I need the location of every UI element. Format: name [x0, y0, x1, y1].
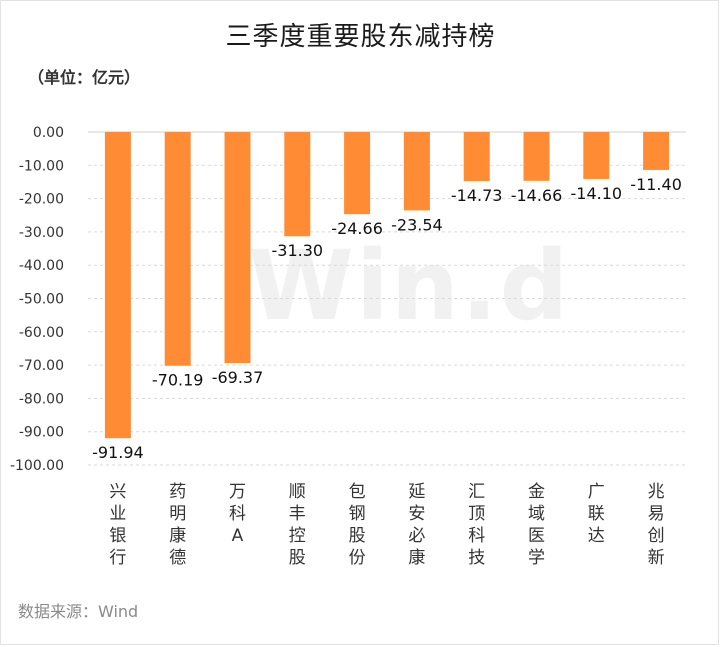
- bar: [523, 132, 550, 181]
- category-label-char: 安: [408, 504, 425, 524]
- y-tick-label: -70.00: [19, 358, 64, 374]
- bar-value-label: -31.30: [272, 241, 324, 260]
- category-label-char: 康: [169, 526, 186, 546]
- y-tick-label: 0.00: [33, 125, 64, 141]
- category-label-char: 兴: [109, 482, 126, 502]
- category-label-char: 顺: [289, 482, 306, 502]
- category-label-char: 新: [648, 548, 665, 568]
- bar: [164, 132, 191, 366]
- bar-value-labels: -91.94 -70.19 -69.37 -31.30 -24.66 -23.54 -14.…: [92, 175, 682, 462]
- category-label-char: 行: [109, 548, 126, 568]
- category-label-char: 联: [588, 504, 605, 524]
- y-tick-label: -100.00: [10, 458, 64, 474]
- bar-value-label: -69.37: [212, 368, 264, 387]
- chart-title: 三季度重要股东减持榜: [225, 22, 496, 52]
- category-label-char: 医: [528, 526, 545, 546]
- bar: [224, 132, 251, 364]
- category-label-char: 易: [648, 504, 665, 524]
- category-label: 广联达: [588, 482, 605, 546]
- category-label-char: 银: [109, 526, 126, 546]
- category-label-char: 业: [109, 504, 126, 524]
- bar-value-label: -70.19: [152, 371, 204, 390]
- bar: [583, 132, 610, 179]
- category-label-char: 兆: [648, 482, 665, 502]
- y-tick-label: -50.00: [19, 292, 64, 308]
- category-label: 万科A: [229, 482, 246, 546]
- category-label-char: 延: [408, 482, 425, 502]
- watermark: Win.d: [248, 230, 571, 342]
- bar: [463, 132, 490, 182]
- bar-value-label: -14.66: [511, 186, 563, 205]
- y-axis-ticks: 0.00 -10.00 -20.00 -30.00 -40.00 -50.00 -60.00…: [10, 125, 64, 474]
- category-label-char: 康: [408, 548, 425, 568]
- category-label-char: 科: [229, 504, 246, 524]
- category-label-char: 药: [169, 482, 186, 502]
- category-label-char: 广: [588, 482, 605, 502]
- category-label-char: 明: [169, 504, 186, 524]
- category-label-char: 德: [169, 548, 186, 568]
- y-tick-label: -30.00: [19, 225, 64, 241]
- bar-value-label: -23.54: [391, 215, 443, 234]
- bar-value-label: -24.66: [331, 219, 383, 238]
- bars: [104, 132, 670, 439]
- category-label-char: 科: [468, 526, 485, 546]
- category-label-char: 域: [528, 504, 545, 524]
- bar: [403, 132, 430, 211]
- category-label-char: 金: [528, 482, 545, 502]
- source-label: 数据来源：Wind: [18, 602, 139, 621]
- category-label-char: 万: [229, 482, 246, 502]
- category-label-char: 创: [648, 526, 665, 546]
- bar-value-label: -14.73: [451, 186, 503, 205]
- category-label-char: 钢: [349, 504, 366, 524]
- y-tick-label: -80.00: [19, 391, 64, 407]
- category-label-char: 学: [528, 548, 545, 568]
- category-label-char: 包: [349, 482, 366, 502]
- category-label-char: 达: [588, 526, 605, 546]
- category-label-char: 汇: [468, 482, 485, 502]
- bar: [643, 132, 670, 170]
- y-tick-label: -20.00: [19, 192, 64, 208]
- unit-label: （单位：亿元）: [28, 68, 141, 87]
- bar-value-label: -91.94: [92, 443, 144, 462]
- y-tick-label: -10.00: [19, 158, 64, 174]
- bar-value-label: -11.40: [630, 175, 682, 194]
- category-label-char: 必: [408, 526, 425, 546]
- category-label-char: 控: [289, 526, 306, 546]
- bar: [284, 132, 311, 237]
- y-tick-label: -60.00: [19, 325, 64, 341]
- bar: [104, 132, 131, 439]
- category-label-char: 份: [349, 548, 366, 568]
- bar: [344, 132, 371, 215]
- category-label-char: 技: [468, 548, 485, 568]
- y-tick-label: -40.00: [19, 258, 64, 274]
- category-label-char: A: [232, 526, 244, 546]
- category-label-char: 股: [289, 548, 306, 568]
- category-label-char: 丰: [289, 504, 306, 524]
- category-label-char: 顶: [468, 504, 485, 524]
- y-tick-label: -90.00: [19, 425, 64, 441]
- bar-value-label: -14.10: [571, 184, 623, 203]
- category-label-char: 股: [349, 526, 366, 546]
